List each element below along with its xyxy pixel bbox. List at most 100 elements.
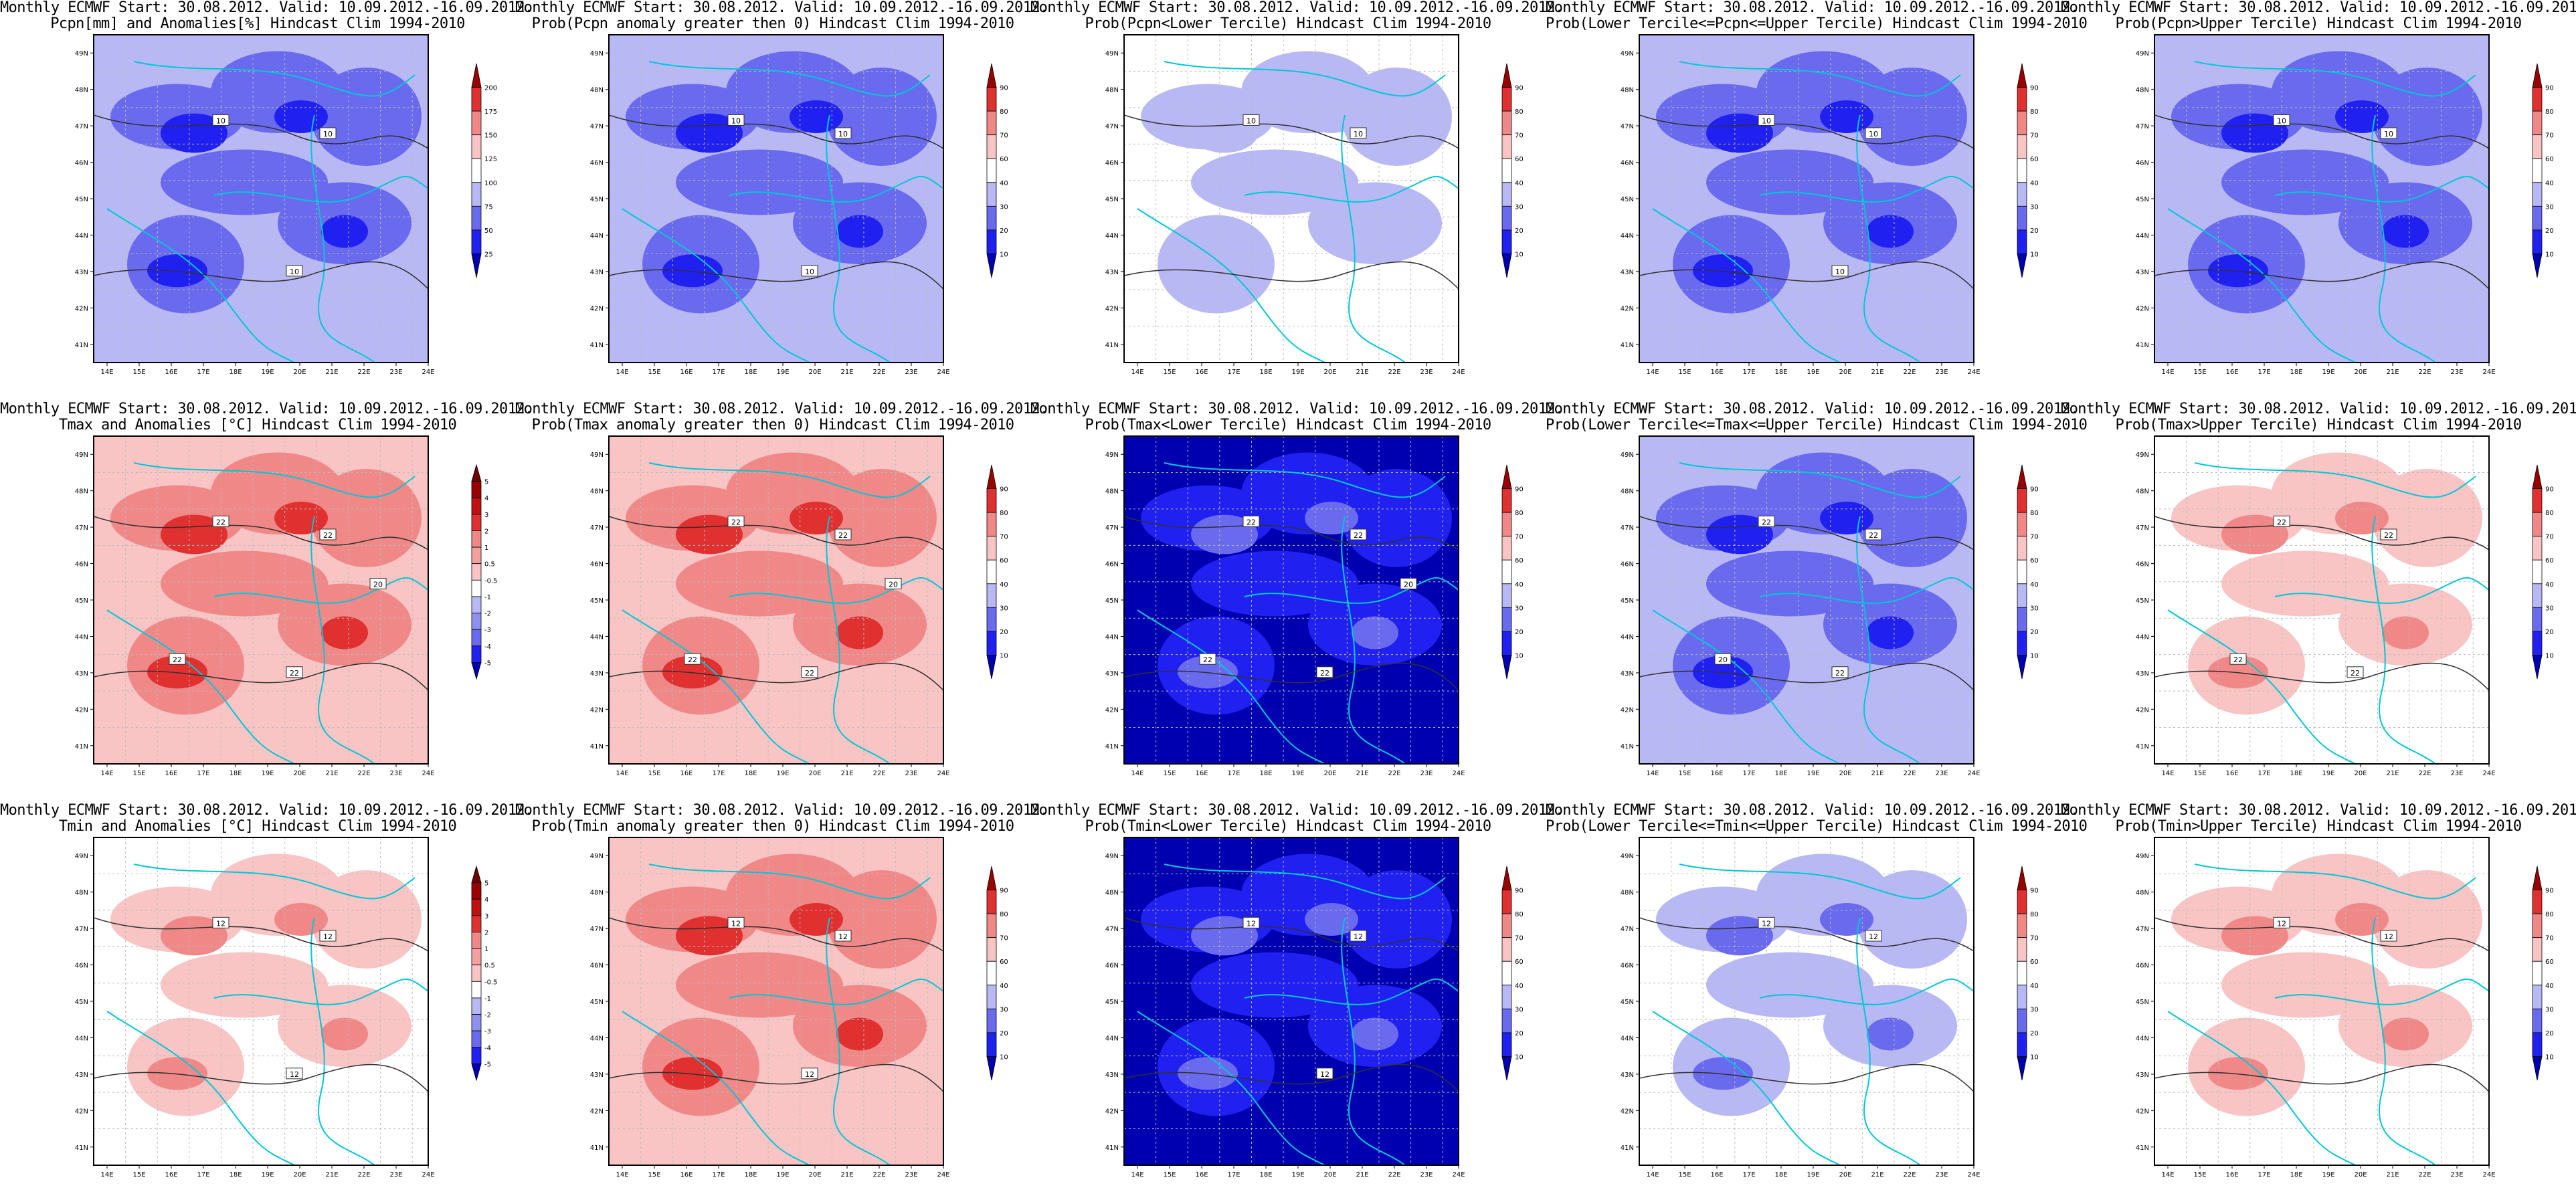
border-line bbox=[1652, 208, 1841, 363]
border-line bbox=[1341, 516, 1406, 764]
contour-label-box bbox=[1243, 515, 1260, 527]
lon-tick-label: 20E bbox=[1323, 369, 1336, 376]
lon-tick-label: 20E bbox=[293, 369, 306, 376]
lat-tick-label: 48N bbox=[1621, 890, 1634, 897]
lon-tick-label: 15E bbox=[1163, 369, 1176, 376]
lon-tick-label: 18E bbox=[1259, 770, 1272, 777]
panel-title-line1: Monthly ECMWF Start: 30.08.2012. Valid: … bbox=[2061, 0, 2576, 16]
lon-tick-label: 14E bbox=[616, 1171, 628, 1179]
panel-title-line2: Prob(Tmax anomaly greater then 0) Hindca… bbox=[531, 417, 1014, 433]
contour-fill-core bbox=[147, 1057, 207, 1090]
colorbar-segment bbox=[986, 87, 997, 112]
lat-tick-label: 45N bbox=[2136, 597, 2149, 605]
colorbar-label: 100 bbox=[484, 180, 497, 187]
contour-fill-core bbox=[1305, 502, 1358, 534]
border-line bbox=[1759, 577, 1974, 604]
colorbar-segment bbox=[471, 530, 482, 548]
colorbar-segment bbox=[986, 890, 997, 914]
lat-tick-label: 43N bbox=[590, 1072, 604, 1079]
colorbar-segment bbox=[1501, 985, 1512, 1009]
lat-tick-label: 47N bbox=[1621, 524, 1634, 532]
colorbar-label: 10 bbox=[1000, 652, 1008, 660]
colorbar-label: 60 bbox=[1515, 557, 1524, 565]
border-line bbox=[1137, 208, 1325, 363]
lon-tick-label: 16E bbox=[1195, 1171, 1208, 1179]
lon-tick-label: 22E bbox=[2418, 770, 2431, 777]
border-line bbox=[2194, 61, 2476, 97]
border-line bbox=[648, 864, 931, 900]
lon-tick-label: 16E bbox=[165, 369, 177, 376]
contour-fill-region bbox=[2221, 149, 2389, 215]
colorbar: 10 20 30 40 60 70 80 90 bbox=[986, 464, 1008, 680]
lat-tick-label: 45N bbox=[590, 597, 604, 605]
lat-tick-label: 44N bbox=[75, 633, 88, 641]
lon-tick-label: 18E bbox=[1774, 770, 1787, 777]
contour-fill-core bbox=[321, 616, 368, 649]
contour-label-box bbox=[212, 916, 229, 928]
lon-tick-label: 20E bbox=[1839, 770, 1851, 777]
contour-label-box bbox=[2273, 916, 2290, 928]
contour-fill-core bbox=[2335, 100, 2389, 133]
colorbar-label: 40 bbox=[1000, 983, 1008, 990]
colorbar-label: 80 bbox=[2545, 108, 2554, 116]
lat-tick-label: 49N bbox=[2136, 50, 2149, 58]
colorbar-segment bbox=[1501, 559, 1512, 585]
lon-tick-label: 15E bbox=[648, 770, 660, 777]
colorbar-label: 60 bbox=[2545, 557, 2554, 565]
contour-label: 22 bbox=[1354, 531, 1363, 540]
map-field bbox=[1124, 35, 1459, 363]
colorbar-label: 20 bbox=[2545, 1030, 2554, 1037]
colorbar-segment bbox=[986, 937, 997, 962]
contour-label: 22 bbox=[216, 518, 225, 526]
border-line bbox=[1679, 864, 1961, 900]
lon-tick-label: 18E bbox=[1259, 369, 1272, 376]
contour-fill-core bbox=[1178, 656, 1238, 689]
lat-tick-label: 49N bbox=[1621, 50, 1634, 58]
colorbar-segment bbox=[2017, 229, 2027, 254]
contour-fill-region bbox=[1342, 870, 1452, 969]
contour-fill-region bbox=[311, 68, 422, 166]
lat-tick-label: 42N bbox=[75, 305, 88, 312]
lon-tick-label: 21E bbox=[840, 369, 853, 376]
lat-tick-label: 48N bbox=[2136, 890, 2149, 897]
lat-tick-label: 44N bbox=[2136, 633, 2149, 641]
contour-line bbox=[1639, 516, 1974, 550]
contour-fill-region bbox=[2372, 870, 2482, 969]
colorbar-label: 20 bbox=[1000, 629, 1008, 636]
lon-tick-label: 22E bbox=[1388, 1171, 1400, 1179]
colorbar-segment bbox=[2017, 631, 2027, 656]
contour-label: 10 bbox=[2384, 130, 2393, 138]
lon-tick-label: 15E bbox=[2193, 1171, 2206, 1179]
lat-tick-label: 48N bbox=[75, 87, 88, 94]
lon-tick-label: 20E bbox=[2354, 1171, 2367, 1179]
contour-label-box bbox=[1350, 127, 1367, 139]
border-line bbox=[1652, 609, 1841, 764]
border-line bbox=[133, 61, 416, 97]
colorbar-label: 80 bbox=[1515, 108, 1524, 116]
colorbar-label: 30 bbox=[2545, 203, 2554, 211]
panel-title: Monthly ECMWF Start: 30.08.2012. Valid: … bbox=[1546, 0, 2088, 32]
colorbar-label: 40 bbox=[2030, 180, 2039, 187]
contour-fill-core bbox=[2221, 514, 2288, 555]
lon-tick-label: 19E bbox=[776, 1171, 789, 1179]
lat-tick-label: 45N bbox=[2136, 999, 2149, 1006]
lon-tick-label: 23E bbox=[1935, 369, 1948, 376]
border-line bbox=[2167, 208, 2356, 363]
border-line bbox=[1244, 175, 1459, 203]
lon-tick-label: 19E bbox=[1291, 770, 1304, 777]
contour-label: 12 bbox=[805, 1070, 814, 1079]
colorbar-segment bbox=[471, 645, 482, 663]
panel-title-line2: Prob(Lower Tercile<=Tmin<=Upper Tercile)… bbox=[1546, 818, 2088, 835]
lat-tick-label: 43N bbox=[1105, 1072, 1119, 1079]
contour-fill-core bbox=[2208, 254, 2268, 288]
lon-tick-label: 17E bbox=[712, 369, 725, 376]
contour-fill-region bbox=[1342, 68, 1452, 166]
border-line bbox=[826, 516, 891, 764]
lon-tick-label: 14E bbox=[2161, 1171, 2174, 1179]
colorbar-segment bbox=[471, 546, 482, 565]
colorbar-segment bbox=[986, 158, 997, 183]
colorbar: 10 20 30 40 60 70 80 90 bbox=[986, 866, 1008, 1081]
lon-tick-label: 17E bbox=[1742, 1171, 1755, 1179]
colorbar-segment bbox=[986, 1008, 997, 1033]
contour-fill-core bbox=[1706, 113, 1773, 153]
